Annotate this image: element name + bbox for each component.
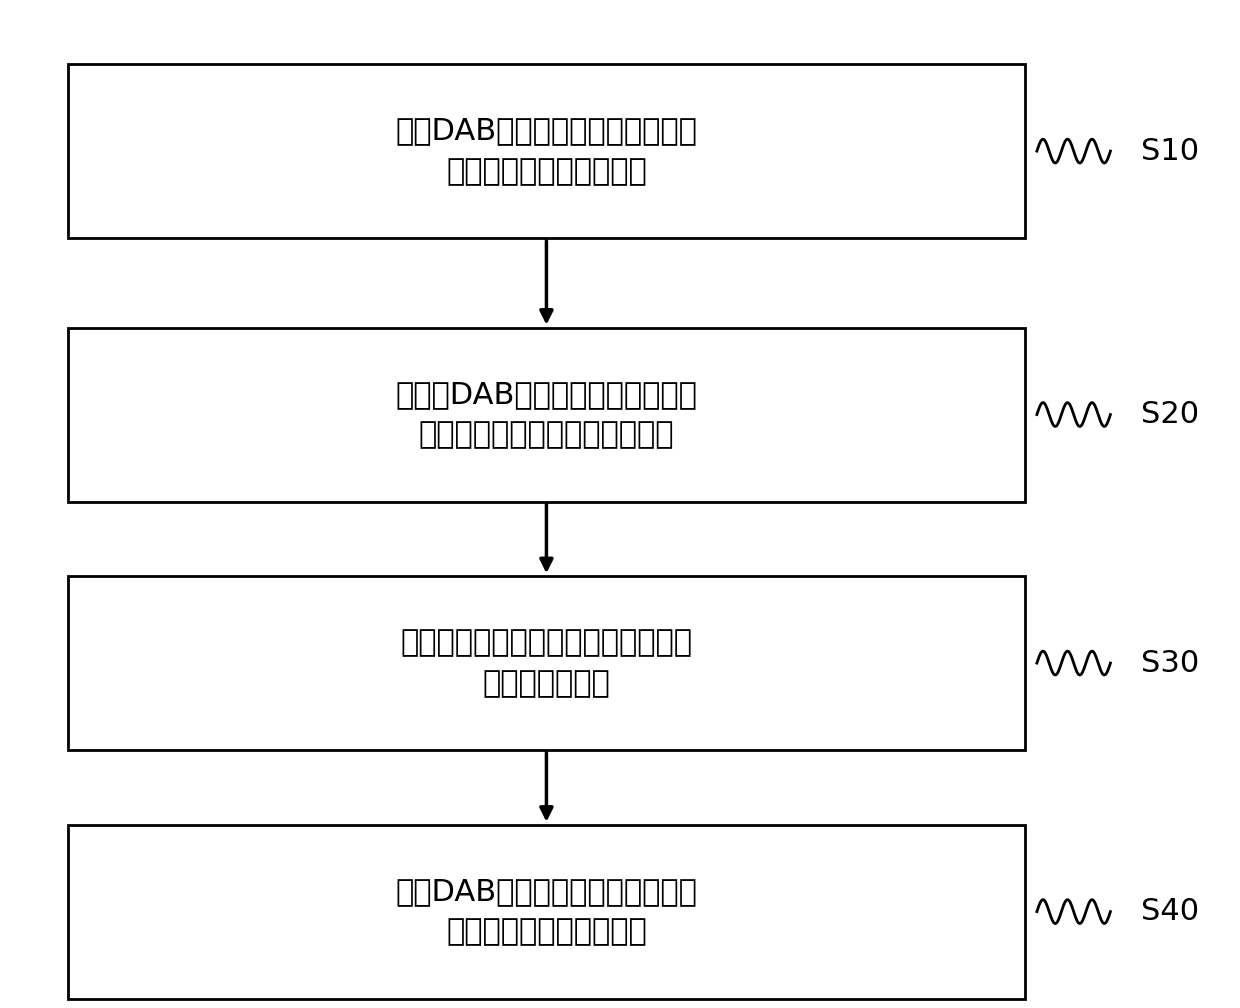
Text: S20: S20 [1141,400,1199,429]
Text: 获取DAB暂态过程的后一稳态的两
全桥之间的第二外移相角: 获取DAB暂态过程的后一稳态的两 全桥之间的第二外移相角 [396,877,697,947]
Text: 根据改变脉宽后的第一方波和第二方
波，获取移相角: 根据改变脉宽后的第一方波和第二方 波，获取移相角 [401,628,692,698]
Text: 当进入DAB暂态过程时，分别改变
所述第一方波和第二方波的脉宽: 当进入DAB暂态过程时，分别改变 所述第一方波和第二方波的脉宽 [396,380,697,450]
FancyBboxPatch shape [68,328,1024,502]
FancyBboxPatch shape [68,65,1024,238]
Text: S30: S30 [1141,648,1199,677]
FancyBboxPatch shape [68,825,1024,999]
Text: S10: S10 [1141,137,1199,165]
FancyBboxPatch shape [68,577,1024,750]
Text: 获取DAB暂态过程的前一稳态的两
全桥之间的第一外移相角: 获取DAB暂态过程的前一稳态的两 全桥之间的第一外移相角 [396,116,697,185]
Text: S40: S40 [1141,897,1199,926]
